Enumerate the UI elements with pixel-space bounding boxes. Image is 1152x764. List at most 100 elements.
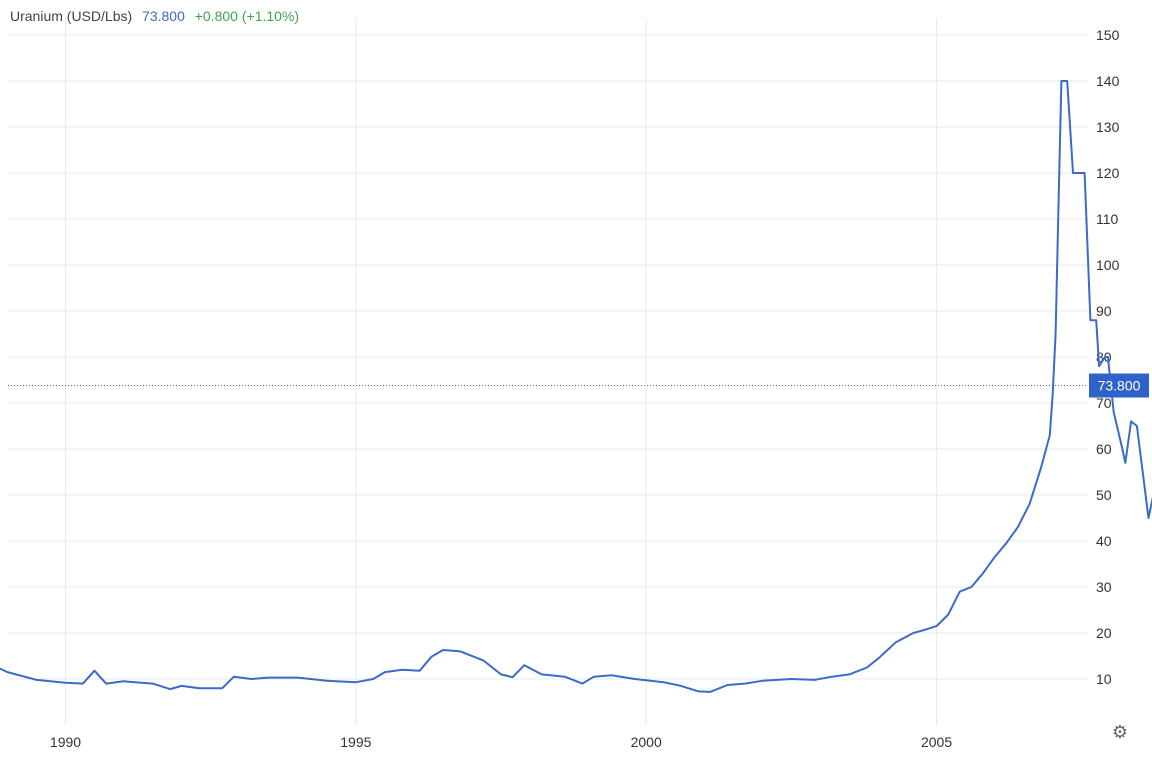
data-point (34, 677, 39, 682)
grid-lines (8, 18, 1088, 725)
y-tick-label: 40 (1096, 533, 1112, 549)
current-value-marker: 73.800 (8, 373, 1149, 398)
price-change: +0.800 (+1.10%) (194, 8, 300, 24)
data-point (1097, 364, 1102, 369)
data-point (876, 656, 881, 661)
data-point (1027, 502, 1032, 507)
data-point (760, 678, 765, 683)
data-point (1105, 355, 1110, 360)
y-tick-label: 110 (1096, 211, 1119, 227)
data-point (1056, 203, 1061, 208)
y-tick-label: 70 (1096, 395, 1112, 411)
data-point (934, 624, 939, 629)
data-point (324, 678, 329, 683)
y-tick-label: 100 (1096, 257, 1120, 273)
data-point (1140, 470, 1145, 475)
data-point (679, 683, 684, 688)
data-point (591, 674, 596, 679)
data-point (708, 689, 713, 694)
data-point (1071, 171, 1076, 176)
y-tick-label: 30 (1096, 579, 1112, 595)
data-point (847, 672, 852, 677)
data-point (661, 680, 666, 685)
y-tick-label: 90 (1096, 303, 1112, 319)
data-point (179, 683, 184, 688)
data-point (510, 675, 515, 680)
data-point (80, 681, 85, 686)
data-point (696, 689, 701, 694)
y-tick-label: 130 (1096, 119, 1120, 135)
data-point (893, 640, 898, 645)
data-point (946, 612, 951, 617)
data-point (812, 677, 817, 682)
data-point (992, 555, 997, 560)
data-point (231, 674, 236, 679)
y-tick-label: 20 (1096, 625, 1112, 641)
current-price: 73.800 (142, 8, 185, 24)
data-point (1088, 318, 1093, 323)
data-point (789, 677, 794, 682)
data-point (632, 677, 637, 682)
data-point (522, 663, 527, 668)
data-point (382, 670, 387, 675)
data-point (481, 658, 486, 663)
data-point (197, 686, 202, 691)
y-tick-label: 120 (1096, 165, 1120, 181)
x-axis: 19901995200020052010201520202025 (50, 734, 952, 750)
x-tick-label: 2000 (631, 734, 662, 750)
data-point (725, 683, 730, 688)
data-point (1065, 79, 1070, 84)
series-line (0, 80, 1152, 693)
data-point (1050, 391, 1055, 396)
data-point (742, 681, 747, 686)
data-point (295, 675, 300, 680)
data-point (1123, 460, 1128, 465)
data-point (830, 674, 835, 679)
data-point (911, 631, 916, 636)
current-value-badge (1089, 373, 1149, 398)
y-tick-label: 60 (1096, 441, 1112, 457)
data-point (1129, 419, 1134, 424)
y-tick-label: 150 (1096, 27, 1120, 43)
data-point (1039, 465, 1044, 470)
data-point (539, 672, 544, 677)
data-point (1082, 171, 1087, 176)
data-point (580, 681, 585, 686)
x-tick-label: 1995 (340, 734, 371, 750)
current-value-label: 73.800 (1098, 378, 1141, 394)
data-point (92, 668, 97, 673)
data-point (1059, 79, 1064, 84)
data-point (1047, 433, 1052, 438)
gear-icon[interactable]: ⚙ (1111, 722, 1129, 742)
data-point (220, 686, 225, 691)
data-point (1134, 424, 1139, 429)
data-point (969, 585, 974, 590)
data-point (499, 672, 504, 677)
data-point (1120, 447, 1125, 452)
data-point (1146, 516, 1151, 521)
data-point (1094, 318, 1099, 323)
x-tick-label: 2005 (921, 734, 952, 750)
data-point (1053, 332, 1058, 337)
chart-header: Uranium (USD/Lbs) 73.800 +0.800 (+1.10%) (10, 8, 305, 24)
data-point (1004, 541, 1009, 546)
data-point (981, 571, 986, 576)
data-point (104, 681, 109, 686)
data-point (5, 670, 10, 675)
data-point (609, 673, 614, 678)
data-point (1015, 525, 1020, 530)
data-point (441, 648, 446, 653)
data-point (922, 627, 927, 632)
instrument-title: Uranium (USD/Lbs) (10, 8, 133, 24)
data-point (150, 681, 155, 686)
y-tick-label: 50 (1096, 487, 1112, 503)
x-tick-label: 1990 (50, 734, 81, 750)
data-point (63, 680, 68, 685)
data-point (458, 649, 463, 654)
data-point (266, 675, 271, 680)
data-point (864, 665, 869, 670)
data-point (353, 680, 358, 685)
y-tick-label: 10 (1096, 671, 1112, 687)
y-tick-label: 140 (1096, 73, 1120, 89)
